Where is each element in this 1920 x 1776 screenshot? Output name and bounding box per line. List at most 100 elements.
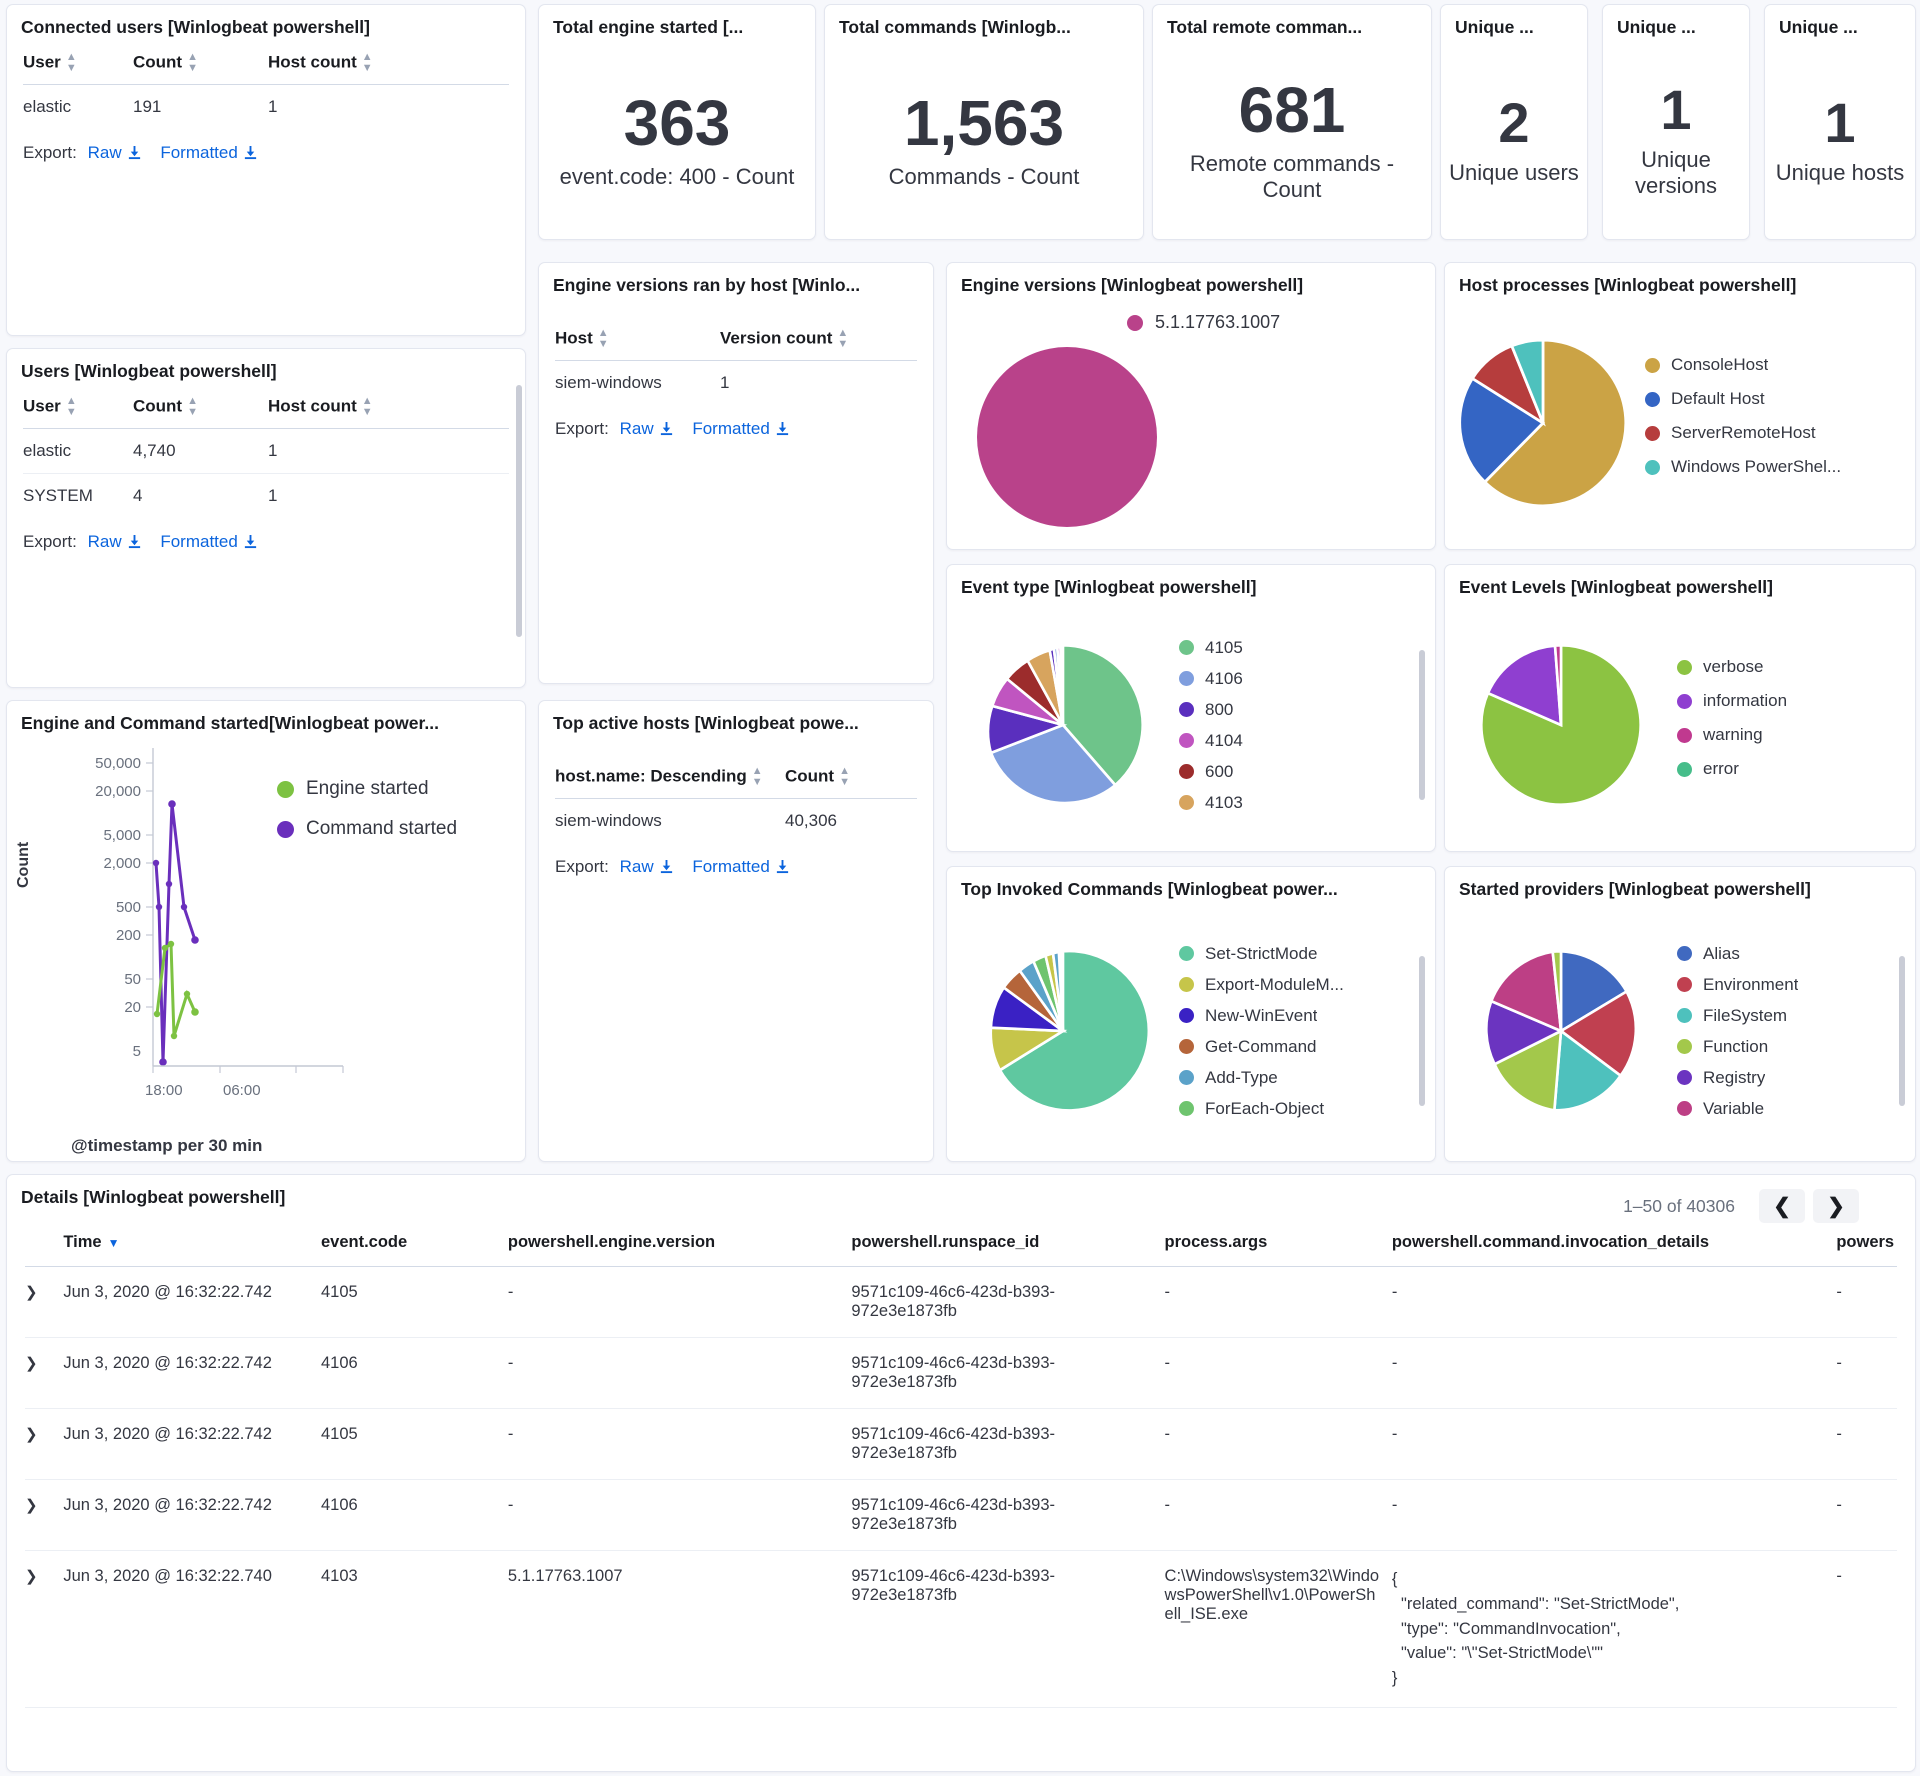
export-raw-link[interactable]: Raw: [88, 532, 142, 551]
legend-item[interactable]: warning: [1677, 725, 1905, 745]
event-type-legend: 4105 4106 800 4104 600 4103: [1151, 638, 1413, 813]
export-formatted-link[interactable]: Formatted: [692, 857, 789, 876]
legend-item[interactable]: 4105: [1179, 638, 1413, 658]
col-user[interactable]: User ▲ ▼: [23, 386, 133, 429]
event-type-pie[interactable]: [975, 637, 1151, 813]
legend-item[interactable]: Default Host: [1645, 389, 1905, 409]
panel-scrollbar[interactable]: [516, 385, 522, 637]
sort-icon[interactable]: ▲ ▼: [597, 327, 609, 350]
legend-item[interactable]: Environment: [1677, 975, 1893, 995]
x-axis-label: @timestamp per 30 min: [71, 1136, 263, 1155]
export-formatted-link[interactable]: Formatted: [160, 532, 257, 551]
col-count[interactable]: Count ▲ ▼: [133, 42, 268, 85]
legend-item[interactable]: 600: [1179, 762, 1413, 782]
export-raw-link[interactable]: Raw: [620, 857, 674, 876]
col-count[interactable]: Count ▲ ▼: [133, 386, 268, 429]
expand-row-toggle[interactable]: ❯: [25, 1337, 64, 1409]
table-row[interactable]: ❯ Jun 3, 2020 @ 16:32:22.740 4103 5.1.17…: [25, 1550, 1897, 1708]
next-page-button[interactable]: ❯: [1813, 1189, 1859, 1223]
engine-versions-pie[interactable]: [977, 347, 1157, 527]
col-host-count[interactable]: Host count ▲ ▼: [268, 386, 509, 429]
sort-icon[interactable]: ▲ ▼: [187, 395, 198, 418]
col-process-args[interactable]: process.args: [1164, 1223, 1392, 1267]
sort-icon[interactable]: ▲ ▼: [361, 395, 373, 418]
expand-row-toggle[interactable]: ❯: [25, 1479, 64, 1551]
col-engine-version[interactable]: powershell.engine.version: [507, 1223, 852, 1267]
pie-container[interactable]: [1455, 335, 1631, 511]
legend-item[interactable]: ConsoleHost: [1645, 355, 1905, 375]
top-invoked-pie[interactable]: [975, 943, 1151, 1119]
sort-icon[interactable]: ▲ ▼: [751, 765, 763, 788]
export-formatted-link[interactable]: Formatted: [160, 143, 257, 162]
col-version-count[interactable]: Version count ▲ ▼: [720, 318, 917, 361]
event-levels-pie[interactable]: [1473, 637, 1649, 813]
pie-container[interactable]: [975, 943, 1151, 1119]
pie-container[interactable]: [975, 637, 1151, 813]
table-row[interactable]: ❯ Jun 3, 2020 @ 16:32:22.742 4106 - 9571…: [25, 1337, 1897, 1409]
col-invocation-details[interactable]: powershell.command.invocation_details: [1391, 1223, 1837, 1267]
col-host[interactable]: Host ▲ ▼: [555, 318, 720, 361]
table-row[interactable]: ❯ Jun 3, 2020 @ 16:32:22.742 4105 - 9571…: [25, 1408, 1897, 1480]
legend-item[interactable]: Export-ModuleM...: [1179, 975, 1413, 995]
legend-item[interactable]: Alias: [1677, 944, 1893, 964]
legend-item[interactable]: 4106: [1179, 669, 1413, 689]
sort-icon[interactable]: ▲ ▼: [65, 51, 77, 74]
cell-count: 40,306: [785, 811, 837, 830]
sort-icon[interactable]: ▲ ▼: [839, 765, 850, 788]
export-raw-link[interactable]: Raw: [620, 419, 674, 438]
table-row[interactable]: ❯ Jun 3, 2020 @ 16:32:22.742 4105 - 9571…: [25, 1266, 1897, 1338]
sort-icon[interactable]: ▲ ▼: [187, 51, 198, 74]
legend-scrollbar[interactable]: [1419, 956, 1425, 1106]
legend-item[interactable]: Windows PowerShel...: [1645, 457, 1905, 477]
cell-extra: -: [1836, 1550, 1897, 1708]
host-processes-pie[interactable]: [1455, 335, 1631, 511]
legend-item[interactable]: FileSystem: [1677, 1006, 1893, 1026]
col-event-code[interactable]: event.code: [320, 1223, 508, 1267]
legend-item[interactable]: ForEach-Object: [1179, 1099, 1413, 1119]
expand-row-toggle[interactable]: ❯: [25, 1550, 64, 1708]
legend-item[interactable]: information: [1677, 691, 1905, 711]
legend-item[interactable]: Add-Type: [1179, 1068, 1413, 1088]
col-host-count[interactable]: Host count ▲ ▼: [268, 42, 509, 85]
legend-item[interactable]: error: [1677, 759, 1905, 779]
legend-item[interactable]: Engine started: [277, 778, 457, 800]
expand-row-toggle[interactable]: ❯: [25, 1266, 64, 1338]
export-raw-link[interactable]: Raw: [88, 143, 142, 162]
expand-row-toggle[interactable]: ❯: [25, 1408, 64, 1480]
legend-item[interactable]: Get-Command: [1179, 1037, 1413, 1057]
legend-item[interactable]: 800: [1179, 700, 1413, 720]
legend-scrollbar[interactable]: [1419, 650, 1425, 800]
legend-item[interactable]: verbose: [1677, 657, 1905, 677]
col-count[interactable]: Count ▲ ▼: [785, 756, 917, 799]
panel-top-active-hosts: Top active hosts [Winlogbeat powe... hos…: [538, 700, 934, 1162]
prev-page-button[interactable]: ❮: [1759, 1189, 1805, 1223]
legend-scrollbar[interactable]: [1899, 956, 1905, 1106]
sort-icon[interactable]: ▲ ▼: [65, 395, 77, 418]
metric-value: 363: [623, 86, 731, 159]
col-user[interactable]: User ▲ ▼: [23, 42, 133, 85]
legend-item[interactable]: New-WinEvent: [1179, 1006, 1413, 1026]
col-hostname[interactable]: host.name: Descending ▲ ▼: [555, 756, 785, 799]
legend-item[interactable]: 4103: [1179, 793, 1413, 813]
col-powershell-extra[interactable]: powers: [1836, 1223, 1897, 1267]
legend-item[interactable]: Set-StrictMode: [1179, 944, 1413, 964]
export-formatted-link[interactable]: Formatted: [692, 419, 789, 438]
export-row: Export: Raw Formatted: [7, 129, 525, 179]
legend-item[interactable]: Command started: [277, 818, 457, 840]
legend-swatch: [1179, 977, 1194, 992]
legend-item[interactable]: 4104: [1179, 731, 1413, 751]
pie-container[interactable]: [1473, 943, 1649, 1119]
legend-item[interactable]: Function: [1677, 1037, 1893, 1057]
sort-icon[interactable]: ▲ ▼: [361, 51, 373, 74]
started-providers-pie[interactable]: [1473, 943, 1649, 1119]
legend-item[interactable]: Variable: [1677, 1099, 1893, 1119]
legend-item[interactable]: Registry: [1677, 1068, 1893, 1088]
col-time[interactable]: Time ▼: [63, 1223, 321, 1267]
legend-item[interactable]: ServerRemoteHost: [1645, 423, 1905, 443]
col-runspace-id[interactable]: powershell.runspace_id: [851, 1223, 1165, 1267]
legend-item[interactable]: 5.1.17763.1007: [1127, 312, 1435, 333]
pie-container[interactable]: [1473, 637, 1649, 813]
table-row[interactable]: ❯ Jun 3, 2020 @ 16:32:22.742 4106 - 9571…: [25, 1479, 1897, 1551]
sort-icon[interactable]: ▲ ▼: [837, 327, 849, 350]
legend-label: Export-ModuleM...: [1205, 974, 1344, 994]
